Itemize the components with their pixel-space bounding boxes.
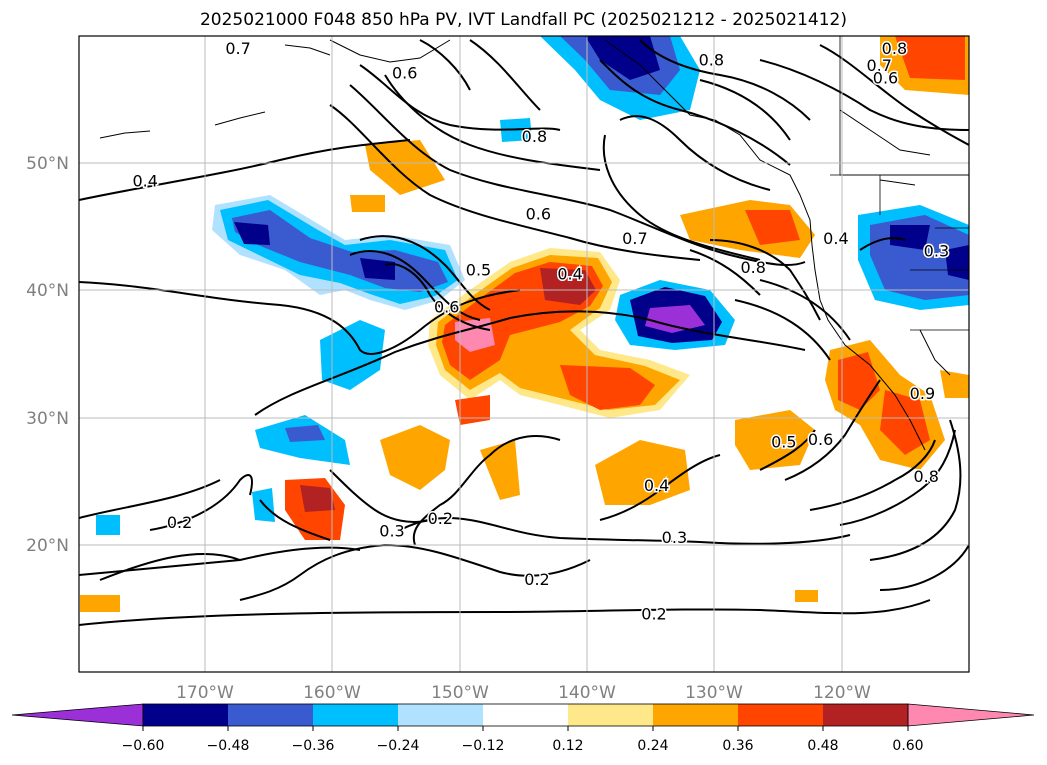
colorbar-swatch (483, 704, 568, 726)
pv-positive-region (595, 440, 690, 505)
pv-positive-region (880, 390, 930, 455)
contour-label: 0.3 (924, 242, 949, 261)
pv-positive-region (795, 590, 818, 602)
colorbar-extend-max (907, 703, 1035, 727)
pv-negative-region (234, 222, 270, 245)
pv-positive-region (745, 210, 800, 245)
pv-positive-region (560, 365, 655, 410)
contour-label: 0.8 (740, 258, 765, 277)
contour-label: 0.4 (132, 172, 157, 191)
contour-label: 0.2 (641, 604, 666, 623)
colorbar-frame (142, 703, 909, 727)
colorbar-swatch (143, 704, 228, 726)
lon-tick-label: 130°W (685, 683, 743, 703)
political-borders (830, 36, 969, 331)
contour-label: 0.9 (910, 384, 935, 403)
colorbar-tick-label: 0.12 (552, 738, 583, 754)
pv-negative-region (585, 36, 660, 80)
lon-tick-label: 160°W (303, 683, 361, 703)
lat-tick-label: 30°N (26, 409, 69, 429)
colorbar-tick-label: 0.48 (807, 738, 838, 754)
pv-positive-region (735, 410, 815, 470)
pv-positive-region (300, 485, 335, 512)
contour-label: 0.6 (808, 430, 833, 449)
coastlines (99, 39, 951, 451)
contour-label: 0.5 (771, 433, 796, 452)
colorbar-tick-label: −0.36 (292, 738, 335, 754)
contour-label: 0.3 (379, 522, 404, 541)
colorbar-tick-label: 0.36 (722, 738, 753, 754)
lat-tick-labels: 50°N 40°N 30°N 20°N (26, 154, 69, 556)
pv-negative-region (96, 515, 120, 535)
lat-tick-label: 50°N (26, 154, 69, 174)
map-title: 2025021000 F048 850 hPa PV, IVT Landfall… (199, 10, 847, 30)
contour-label: 0.2 (524, 570, 549, 589)
pv-positive-region (380, 425, 450, 490)
contour-label: 0.4 (823, 229, 848, 248)
contour-label: 0.5 (466, 261, 491, 280)
contour-label: 0.7 (866, 56, 891, 75)
colorbar-tick-label: −0.48 (207, 738, 250, 754)
colorbar-swatch (738, 704, 823, 726)
colorbar-swatch (568, 704, 653, 726)
colorbar-swatch (228, 704, 313, 726)
contour-label: 0.6 (873, 69, 898, 88)
contour-label: 0.6 (526, 205, 551, 224)
colorbar-tick-label: −0.12 (462, 738, 505, 754)
pv-positive-region (350, 195, 385, 212)
contour-label: 0.7 (622, 229, 647, 248)
colorbar-swatch (313, 704, 398, 726)
lon-tick-label: 140°W (558, 683, 616, 703)
contour-label: 0.6 (434, 298, 459, 317)
contour-label: 0.4 (557, 265, 582, 284)
lat-tick-label: 20°N (26, 536, 69, 556)
contour-label: 0.3 (662, 528, 687, 547)
contour-label: 0.6 (392, 63, 417, 82)
contour-label: 0.8 (882, 39, 907, 58)
pv-positive-region (540, 268, 596, 305)
pv-positive-region (455, 318, 495, 352)
contour-label: 0.8 (699, 51, 724, 70)
pv-positive-region (80, 595, 120, 612)
lon-tick-labels: 170°W 160°W 150°W 140°W 130°W 120°W (176, 683, 871, 703)
colorbar-tick-label: −0.60 (122, 738, 165, 754)
lon-tick-label: 170°W (176, 683, 234, 703)
colorbar-tick-label: 0.24 (637, 738, 668, 754)
colorbar-tick-label: 0.60 (892, 738, 923, 754)
map-frame (78, 35, 970, 673)
pv-negative-region (890, 225, 930, 250)
graticule (79, 36, 969, 672)
lat-tick-label: 40°N (26, 281, 69, 301)
pv-positive-region (895, 36, 965, 80)
pv-negative-region (945, 245, 969, 280)
lon-tick-label: 120°W (813, 683, 871, 703)
colorbar-swatch (823, 704, 908, 726)
contour-labels: 0.70.60.80.80.40.60.70.5 0.4 0.80.60.40.30… (131, 38, 951, 625)
lon-tick-label: 150°W (431, 683, 489, 703)
colorbar: −0.60 −0.48 −0.36 −0.24 −0.12 0.12 0.24 0.36 0.4… (11, 703, 1035, 754)
pv-negative-region (320, 320, 385, 390)
ivt-contours (79, 39, 969, 626)
pv-negative-region (645, 305, 705, 333)
pv-negative-region (360, 258, 395, 280)
contour-label: 0.2 (428, 509, 453, 528)
contour-label: 0.8 (913, 467, 938, 486)
pv-negative-region (285, 425, 325, 442)
colorbar-swatch (398, 704, 483, 726)
colorbar-extend-min (11, 703, 144, 727)
colorbar-tick-label: −0.24 (377, 738, 420, 754)
contour-label: 0.4 (644, 476, 669, 495)
contour-label: 0.2 (167, 513, 192, 532)
contour-label: 0.8 (522, 127, 547, 146)
pv-positive-region (940, 370, 969, 398)
colorbar-swatch (653, 704, 738, 726)
contour-label: 0.7 (225, 39, 250, 58)
